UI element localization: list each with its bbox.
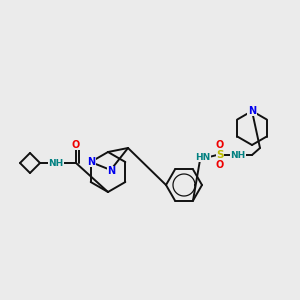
Text: O: O: [216, 160, 224, 170]
Text: S: S: [216, 150, 224, 160]
Text: O: O: [216, 140, 224, 150]
Text: N: N: [248, 106, 256, 116]
Text: N: N: [108, 166, 116, 176]
Text: NH: NH: [230, 151, 246, 160]
Text: N: N: [88, 157, 96, 167]
Text: HN: HN: [195, 152, 211, 161]
Text: NH: NH: [48, 158, 64, 167]
Text: O: O: [72, 140, 80, 149]
